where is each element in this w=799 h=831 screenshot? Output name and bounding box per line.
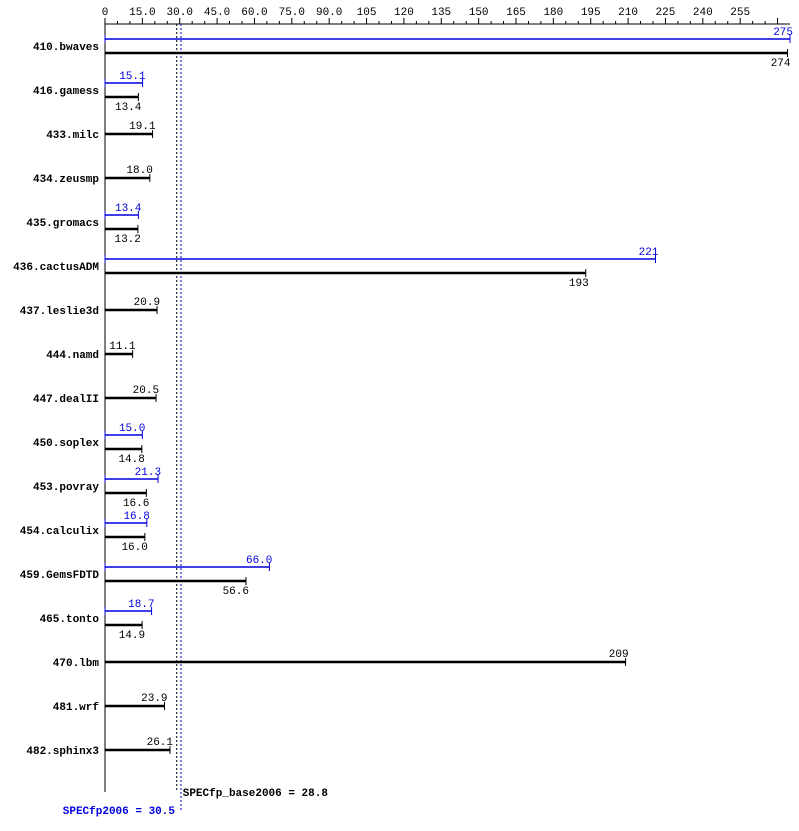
benchmark-label: 435.gromacs bbox=[26, 218, 99, 230]
base-value: 26.1 bbox=[147, 737, 174, 749]
axis-tick-label: 225 bbox=[656, 7, 676, 19]
benchmark-label: 416.gamess bbox=[33, 86, 99, 98]
base-value: 11.1 bbox=[109, 341, 136, 353]
benchmark-label: 453.povray bbox=[33, 482, 99, 494]
benchmark-label: 481.wrf bbox=[53, 702, 100, 714]
base-value: 19.1 bbox=[129, 121, 156, 133]
spec-chart: 0 15.0 30.0 45.0 60.0 75.0 90.0 105 120 135 150 165… bbox=[0, 0, 799, 831]
peak-value: 13.4 bbox=[115, 203, 142, 215]
benchmark-label: 444.namd bbox=[46, 350, 99, 362]
base-value: 16.0 bbox=[121, 542, 147, 554]
benchmark-label: 465.tonto bbox=[40, 614, 100, 626]
peak-value: 275 bbox=[773, 27, 793, 39]
axis-tick-label: 120 bbox=[394, 7, 414, 19]
axis-tick-label: 165 bbox=[506, 7, 526, 19]
benchmark-label: 454.calculix bbox=[20, 526, 100, 538]
axis-tick-label: 210 bbox=[618, 7, 638, 19]
base-value: 193 bbox=[569, 278, 589, 290]
benchmark-label: 470.lbm bbox=[53, 658, 100, 670]
axis-tick-label: 60.0 bbox=[241, 7, 267, 19]
base-value: 20.5 bbox=[133, 385, 159, 397]
axis-tick-label: 45.0 bbox=[204, 7, 230, 19]
ref-base-label: SPECfp_base2006 = 28.8 bbox=[183, 788, 329, 800]
axis-tick-label: 150 bbox=[469, 7, 489, 19]
benchmark-label: 482.sphinx3 bbox=[26, 746, 99, 758]
axis-tick-label: 75.0 bbox=[279, 7, 305, 19]
axis-tick-label: 105 bbox=[357, 7, 377, 19]
peak-value: 15.1 bbox=[119, 71, 146, 83]
ref-peak-label: SPECfp2006 = 30.5 bbox=[63, 806, 176, 818]
base-value: 16.6 bbox=[123, 498, 149, 510]
base-value: 13.2 bbox=[114, 234, 140, 246]
axis-tick-label: 135 bbox=[431, 7, 451, 19]
base-value: 14.8 bbox=[118, 454, 144, 466]
axis-tick-label: 15.0 bbox=[129, 7, 155, 19]
peak-value: 221 bbox=[639, 247, 659, 259]
axis-tick-label: 90.0 bbox=[316, 7, 342, 19]
peak-value: 15.0 bbox=[119, 423, 145, 435]
base-value: 18.0 bbox=[126, 165, 152, 177]
peak-value: 18.7 bbox=[128, 599, 154, 611]
axis-tick-label: 30.0 bbox=[167, 7, 193, 19]
benchmark-label: 437.leslie3d bbox=[20, 306, 99, 318]
benchmark-label: 433.milc bbox=[46, 130, 99, 142]
base-value: 14.9 bbox=[119, 630, 145, 642]
peak-value: 21.3 bbox=[135, 467, 161, 479]
benchmark-label: 450.soplex bbox=[33, 438, 99, 450]
base-value: 56.6 bbox=[223, 586, 249, 598]
peak-value: 16.8 bbox=[123, 511, 149, 523]
axis-tick-label: 0 bbox=[102, 7, 109, 19]
base-value: 209 bbox=[609, 649, 629, 661]
benchmark-label: 434.zeusmp bbox=[33, 174, 99, 186]
axis-tick-label: 240 bbox=[693, 7, 713, 19]
axis-tick-label: 195 bbox=[581, 7, 601, 19]
peak-value: 66.0 bbox=[246, 555, 272, 567]
benchmark-label: 459.GemsFDTD bbox=[20, 570, 100, 582]
benchmark-label: 447.dealII bbox=[33, 394, 99, 406]
benchmark-label: 410.bwaves bbox=[33, 42, 99, 54]
base-value: 274 bbox=[771, 58, 791, 70]
benchmark-label: 436.cactusADM bbox=[13, 262, 99, 274]
base-value: 20.9 bbox=[134, 297, 160, 309]
base-value: 23.9 bbox=[141, 693, 167, 705]
base-value: 13.4 bbox=[115, 102, 142, 114]
axis-tick-label: 255 bbox=[730, 7, 750, 19]
axis-tick-label: 180 bbox=[543, 7, 563, 19]
